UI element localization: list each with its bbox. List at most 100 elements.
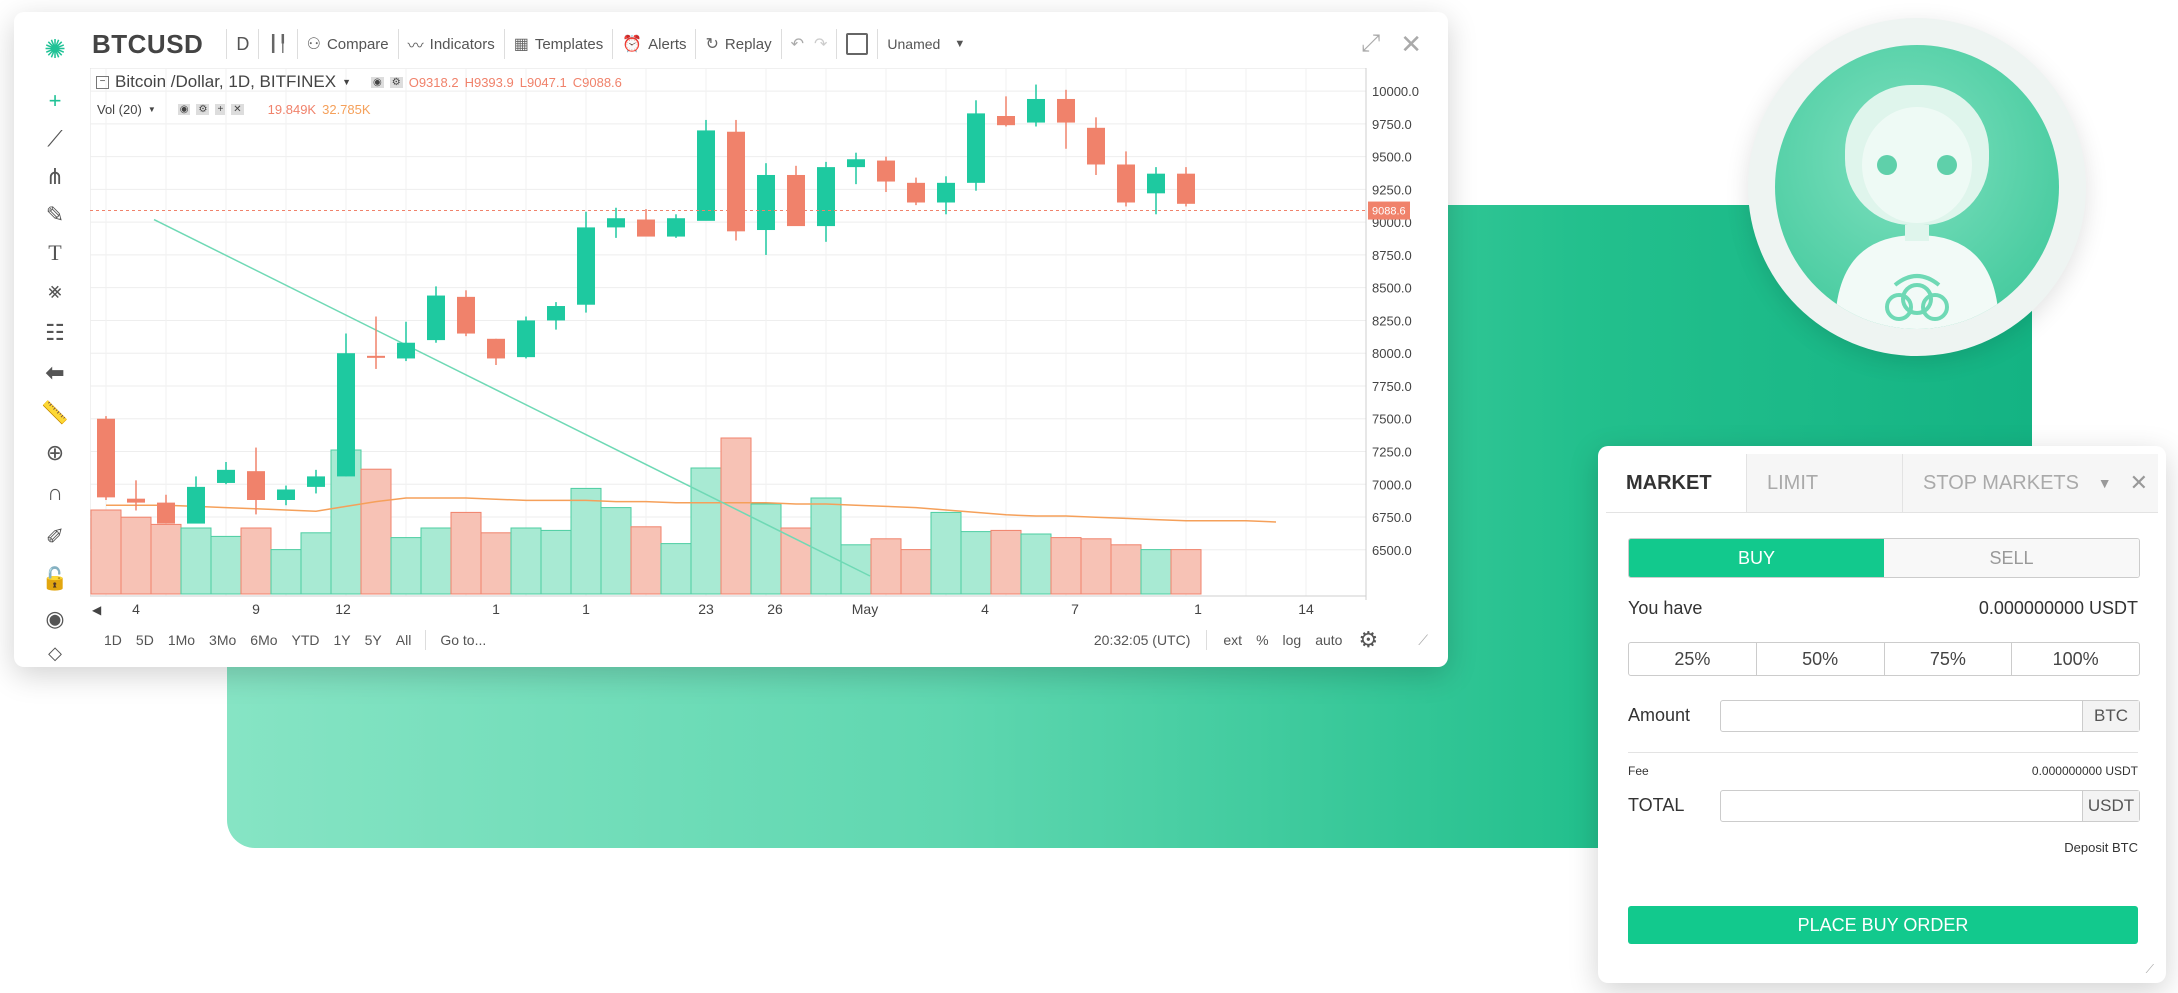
zoom-in-icon[interactable]: ⊕ [45, 440, 65, 465]
price-tick-label: 7500.0 [1372, 412, 1412, 427]
candle-body [217, 469, 235, 483]
timeframe-buttons: 1D 5D 1Mo 3Mo 6Mo YTD 1Y 5Y All [104, 632, 411, 648]
low-value: L9047.1 [519, 74, 567, 90]
total-input[interactable]: USDT [1720, 790, 2140, 822]
text-icon[interactable]: T [48, 240, 62, 265]
replay-button[interactable]: ↻ Replay [705, 34, 771, 54]
compare-button[interactable]: ⚇ Compare [307, 34, 389, 54]
gear-icon[interactable]: ⚙ [196, 104, 210, 115]
indicators-button[interactable]: 〰 Indicators [408, 32, 495, 56]
timeframe-button-5y[interactable]: 5Y [364, 632, 382, 648]
series-title[interactable]: Bitcoin /Dollar, 1D, BITFINEX [115, 72, 337, 91]
timeframe-button-1mo[interactable]: 1Mo [167, 632, 196, 648]
price-tick-label: 7750.0 [1372, 379, 1412, 394]
price-chart[interactable]: 10000.09750.09500.09250.09000.08750.0850… [90, 68, 1420, 623]
goto-button[interactable]: Go to... [440, 632, 487, 648]
chart-settings-gear-icon[interactable]: ⚙ [1358, 627, 1379, 652]
timeframe-button-5d[interactable]: 5D [135, 632, 154, 648]
scale-option-1[interactable]: % [1256, 632, 1269, 648]
amount-input[interactable]: BTC [1720, 700, 2140, 732]
price-tick-label: 10000.0 [1372, 84, 1419, 99]
volume-bar [930, 511, 962, 595]
resize-handle-icon[interactable]: ⟋ [1418, 631, 1428, 648]
volume-bar [540, 529, 572, 595]
percent-75-button[interactable]: 75% [1885, 643, 2013, 675]
tab-limit[interactable]: LIMIT [1746, 454, 1902, 512]
compare-label: Compare [326, 35, 389, 53]
buy-button[interactable]: BUY [1629, 539, 1884, 577]
percent-50-button[interactable]: 50% [1757, 643, 1885, 675]
plus-icon[interactable]: + [215, 104, 226, 115]
candle-body [997, 116, 1015, 126]
interval-button[interactable]: D [236, 33, 250, 54]
collapse-icon[interactable]: − [96, 75, 109, 89]
crosshair-icon[interactable]: + [48, 88, 62, 113]
candle-body [547, 306, 565, 321]
tab-market[interactable]: MARKET [1606, 454, 1746, 512]
arrow-left-icon[interactable]: ⬅ [45, 360, 65, 385]
caret-down-icon[interactable]: ▼ [2097, 475, 2112, 491]
candle-body [187, 486, 205, 524]
diamond-icon[interactable]: ◇ [48, 642, 62, 663]
balance-row: You have 0.000000000 USDT [1628, 598, 2138, 619]
volume-bar [300, 532, 332, 595]
undo-icon[interactable]: ↶ [790, 36, 804, 53]
symbol-label[interactable]: BTCUSD [92, 28, 204, 59]
time-tick-label: 1 [1194, 601, 1202, 617]
timeframe-button-ytd[interactable]: YTD [291, 632, 320, 648]
close-icon[interactable]: ✕ [2129, 470, 2148, 495]
gear-icon[interactable]: ⚙ [389, 76, 403, 88]
percent-100-button[interactable]: 100% [2052, 648, 2099, 669]
tab-stop-markets[interactable]: STOP MARKETS ▼ ✕ [1902, 454, 2158, 512]
redo-icon[interactable]: ↷ [814, 36, 828, 53]
tab-stop-markets-label: STOP MARKETS [1923, 471, 2079, 494]
volume-ma-line [106, 497, 1277, 523]
candle-body [637, 219, 655, 237]
balance-value: 0.000000000 USDT [1978, 598, 2138, 618]
replay-label: Replay [724, 35, 772, 53]
volume-legend: Vol (20) ▼ ◉ ⚙ + ✕ 19.849K 32.785K [97, 102, 371, 117]
volume-title[interactable]: Vol (20) [97, 102, 142, 117]
volume-bar [750, 503, 782, 595]
fullscreen-checkbox[interactable] [846, 33, 869, 55]
forecast-icon[interactable]: ☷ [45, 320, 65, 345]
scale-option-2[interactable]: log [1282, 632, 1302, 648]
last-price-badge [1368, 201, 1410, 220]
trend-line-icon[interactable]: ⟋ [47, 126, 63, 151]
lock-drawings-icon[interactable]: ✐ [45, 524, 65, 549]
deposit-link[interactable]: Deposit BTC [2064, 840, 2138, 855]
place-order-button[interactable]: PLACE BUY ORDER [1628, 906, 2138, 944]
pitchfork-icon[interactable]: ⋔ [45, 164, 65, 189]
volume-bar [210, 535, 242, 595]
expand-icon[interactable]: ⤢ [1361, 30, 1381, 57]
magnet-icon[interactable]: ∩ [47, 480, 63, 505]
timeframe-button-6mo[interactable]: 6Mo [250, 632, 278, 648]
time-tick-label: 1 [582, 601, 590, 617]
pattern-icon[interactable]: ⨳ [48, 278, 62, 303]
eye-icon[interactable]: ◉ [177, 104, 191, 115]
layout-select[interactable]: Unamed ▼ [887, 36, 965, 52]
ruler-icon[interactable]: 📏 [41, 400, 69, 425]
candlestick-style-icon[interactable]: ┃╿ [268, 36, 288, 53]
fee-row: Fee 0.000000000 USDT [1628, 764, 2138, 778]
eye-icon[interactable]: ◉ [371, 76, 384, 88]
percent-25-button[interactable]: 25% [1629, 643, 1757, 675]
lock-icon[interactable]: 🔓 [41, 566, 69, 591]
timeframe-button-all[interactable]: All [395, 632, 412, 648]
scale-option-3[interactable]: auto [1315, 632, 1343, 648]
volume-bar [1020, 533, 1052, 595]
brush-icon[interactable]: ✎ [45, 202, 65, 227]
sell-button[interactable]: SELL [1884, 539, 2139, 577]
timeframe-button-3mo[interactable]: 3Mo [209, 632, 237, 648]
eye-icon[interactable]: ◉ [45, 606, 65, 631]
timeframe-button-1d[interactable]: 1D [104, 632, 122, 648]
remove-icon[interactable]: ✕ [231, 104, 244, 115]
resize-handle-icon[interactable]: ⟋ [2145, 962, 2154, 976]
close-icon[interactable]: ✕ [1400, 28, 1422, 59]
scale-option-0[interactable]: ext [1223, 632, 1243, 648]
templates-button[interactable]: ▦ Templates [514, 34, 604, 54]
alerts-button[interactable]: ⏰ Alerts [622, 34, 686, 54]
caret-down-icon: ▼ [147, 105, 156, 114]
timeframe-button-1y[interactable]: 1Y [333, 632, 351, 648]
alerts-label: Alerts [648, 35, 687, 53]
